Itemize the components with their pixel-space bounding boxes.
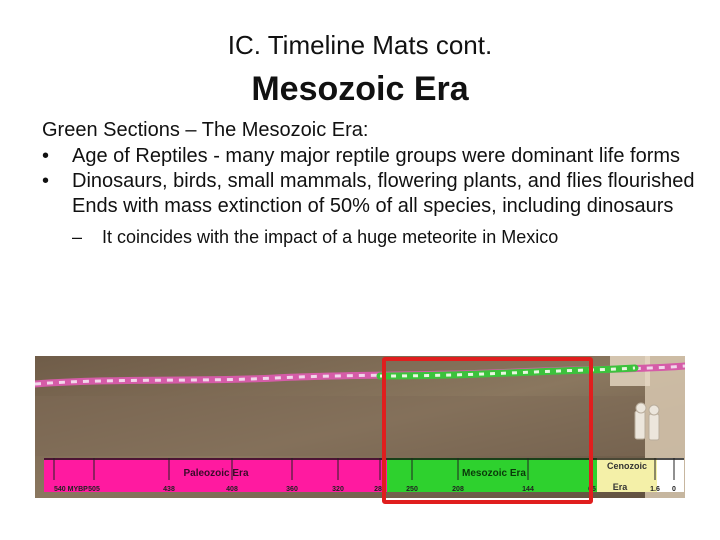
mesozoic-label: Mesozoic Era (462, 468, 526, 479)
slide-title-main: Mesozoic Era (251, 70, 469, 108)
timeline-mat-graphic: Paleozoic Era Mesozoic Era Cenozoic Era … (44, 458, 684, 493)
tick-label: 1.6 (650, 486, 660, 493)
intro-text: Green Sections – The Mesozoic Era: (42, 119, 369, 141)
yarn-green-twist (379, 366, 636, 378)
mesozoic-section (387, 458, 597, 492)
tick-label: 505 (88, 486, 100, 493)
tick-label: 360 (286, 486, 298, 493)
timeline-mat: Paleozoic Era Mesozoic Era Cenozoic Era … (44, 458, 684, 498)
tick-label: 250 (406, 486, 418, 493)
tick-label: 540 MYBP (54, 486, 88, 493)
cenozoic-section (597, 458, 657, 492)
slide-title-line1: IC. Timeline Mats cont. (227, 30, 493, 60)
tick-label: 320 (332, 486, 344, 493)
bullet-reptiles: Age of Reptiles - many major reptile gro… (42, 144, 702, 169)
cenozoic-label-2: Era (613, 482, 629, 492)
tick-label: 438 (163, 486, 175, 493)
sub-bullet-meteorite: It coincides with the impact of a huge m… (72, 226, 702, 248)
present-section (657, 458, 684, 492)
paleozoic-section (44, 458, 387, 492)
tick-label: 286 (374, 486, 386, 493)
dinosaur-figures (634, 402, 660, 441)
timeline-photo: Paleozoic Era Mesozoic Era Cenozoic Era … (35, 356, 685, 498)
tick-group: 540 MYBP 505 438 408 360 320 286 250 208 144 65 1.6… (53, 458, 676, 493)
bullet-list: Age of Reptiles - many major reptile gro… (42, 144, 702, 249)
cenozoic-label-1: Cenozoic (607, 461, 647, 471)
bullet-dinosaurs: Dinosaurs, birds, small mammals, floweri… (42, 169, 702, 218)
tick-label: 408 (226, 486, 238, 493)
tick-label: 144 (522, 486, 534, 493)
tick-label: 208 (452, 486, 464, 493)
mesozoic-highlight-box (382, 357, 593, 504)
paleozoic-label: Paleozoic Era (183, 468, 248, 479)
slide-body: Green Sections – The Mesozoic Era: Age o… (42, 118, 702, 248)
tick-label: 0 (672, 486, 676, 493)
